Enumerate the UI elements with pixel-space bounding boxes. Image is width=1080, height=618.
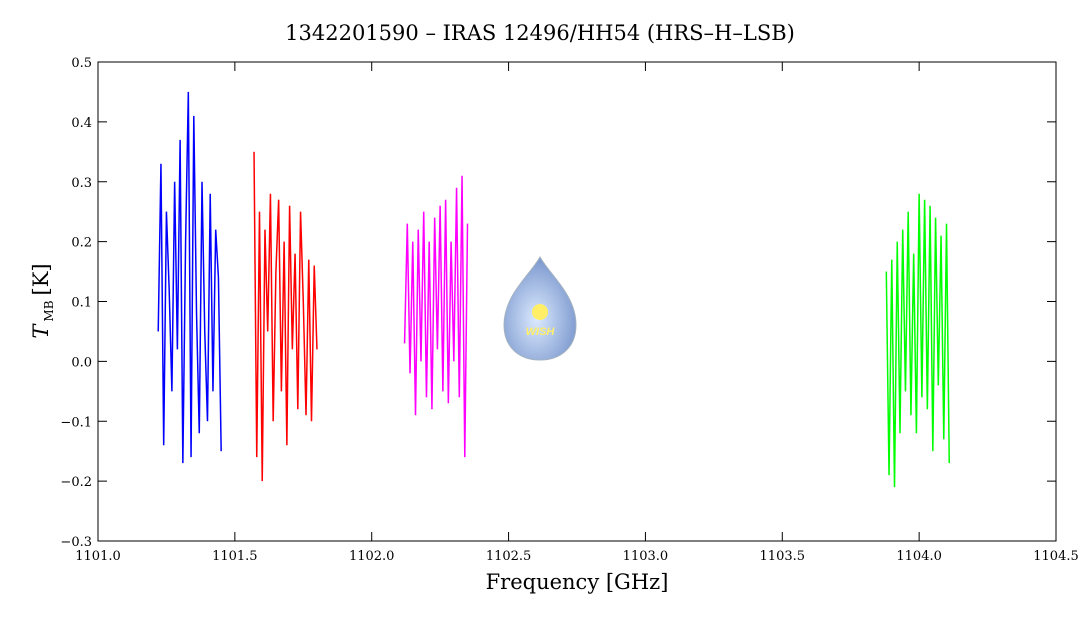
y-tick-label: −0.3 [60,535,92,550]
y-tick-label: 0.1 [71,296,92,311]
y-tick-label: 0.2 [71,236,92,251]
y-tick-label: 0.4 [71,116,92,131]
spectrum-line [157,91,222,464]
x-tick-label: 1102.0 [349,549,395,564]
x-tick-label: 1101.0 [75,549,121,564]
x-tick-label: 1101.5 [212,549,258,564]
x-axis-label: Frequency [GHz] [486,570,669,594]
spectrum-line [403,175,469,458]
y-axis-label: T MB [K] [29,263,56,338]
y-tick-label: −0.1 [60,415,92,430]
spectrum-line [253,151,318,482]
chart-title: 1342201590 – IRAS 12496/HH54 (HRS–H–LSB) [285,21,795,45]
spectrum-line [885,193,950,488]
logo: WISH [503,255,577,361]
y-tick-label: 0.0 [71,355,92,370]
y-label-unit: [K] [29,263,53,295]
y-tick-label: −0.2 [60,475,92,490]
y-label-sub: MB [42,300,56,321]
y-tick-label: 0.5 [71,56,92,71]
x-tick-label: 1103.0 [623,549,669,564]
y-label-var: T [29,323,53,339]
x-tick-label: 1103.5 [760,549,806,564]
y-tick-label: 0.3 [71,176,92,191]
x-tick-label: 1102.5 [486,549,532,564]
logo-text: WISH [526,326,556,338]
x-tick-label: 1104.5 [1033,549,1079,564]
x-tick-label: 1104.0 [896,549,942,564]
